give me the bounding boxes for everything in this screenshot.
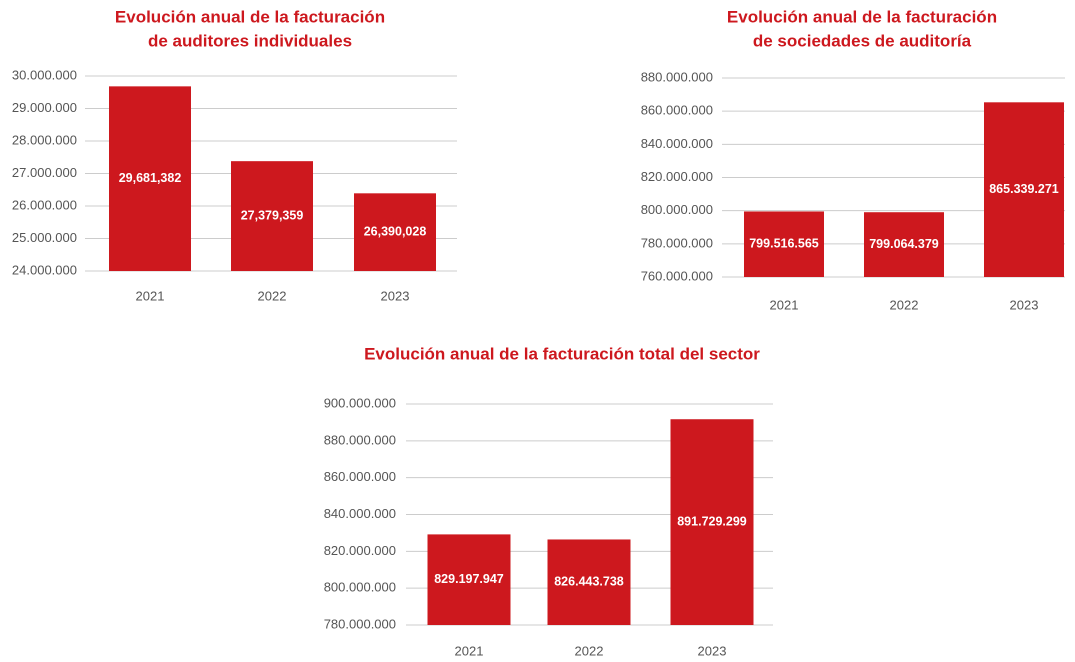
y-tick-label: 800.000.000 xyxy=(324,580,396,595)
value-label: 829.197.947 xyxy=(434,572,504,586)
bar xyxy=(109,86,191,271)
y-tick-label: 780.000.000 xyxy=(641,235,713,250)
y-tick-label: 860.000.000 xyxy=(324,469,396,484)
x-tick-label: 2023 xyxy=(698,643,727,658)
x-tick-label: 2023 xyxy=(381,288,410,303)
x-tick-label: 2021 xyxy=(770,297,799,312)
x-tick-label: 2022 xyxy=(258,288,287,303)
y-tick-label: 820.000.000 xyxy=(641,169,713,184)
bar xyxy=(670,419,754,625)
x-tick-label: 2021 xyxy=(455,643,484,658)
x-tick-label: 2022 xyxy=(890,297,919,312)
chart-title: Evolución anual de la facturación xyxy=(727,7,997,26)
y-tick-label: 24.000.000 xyxy=(12,262,77,277)
bar xyxy=(864,212,944,277)
y-tick-label: 880.000.000 xyxy=(641,69,713,84)
chart-title: Evolución anual de la facturación xyxy=(115,7,385,26)
value-label: 799.064.379 xyxy=(869,237,939,251)
y-tick-label: 28.000.000 xyxy=(12,132,77,147)
y-tick-label: 780.000.000 xyxy=(324,616,396,631)
y-tick-label: 27.000.000 xyxy=(12,165,77,180)
bar xyxy=(744,211,824,277)
value-label: 826.443.738 xyxy=(554,575,624,589)
chart-title: de auditores individuales xyxy=(148,31,352,50)
chart-title: Evolución anual de la facturación total … xyxy=(364,344,760,363)
value-label: 799.516.565 xyxy=(749,237,819,251)
bar xyxy=(354,193,436,271)
y-tick-label: 820.000.000 xyxy=(324,543,396,558)
x-tick-label: 2023 xyxy=(1010,297,1039,312)
x-tick-label: 2022 xyxy=(575,643,604,658)
value-label: 29,681,382 xyxy=(119,171,182,185)
value-label: 865.339.271 xyxy=(989,182,1059,196)
y-tick-label: 26.000.000 xyxy=(12,197,77,212)
x-tick-label: 2021 xyxy=(136,288,165,303)
value-label: 26,390,028 xyxy=(364,224,427,238)
value-label: 891.729.299 xyxy=(677,514,747,528)
bar xyxy=(231,161,313,271)
bar xyxy=(984,102,1064,277)
chart-title: de sociedades de auditoría xyxy=(753,31,972,50)
y-tick-label: 30.000.000 xyxy=(12,67,77,82)
y-tick-label: 800.000.000 xyxy=(641,202,713,217)
bar xyxy=(547,539,631,625)
y-tick-label: 900.000.000 xyxy=(324,395,396,410)
y-tick-label: 29.000.000 xyxy=(12,100,77,115)
y-tick-label: 25.000.000 xyxy=(12,230,77,245)
y-tick-label: 760.000.000 xyxy=(641,268,713,283)
y-tick-label: 880.000.000 xyxy=(324,432,396,447)
y-tick-label: 840.000.000 xyxy=(641,136,713,151)
y-tick-label: 840.000.000 xyxy=(324,506,396,521)
value-label: 27,379,359 xyxy=(241,208,304,222)
y-tick-label: 860.000.000 xyxy=(641,103,713,118)
bar xyxy=(427,534,511,625)
